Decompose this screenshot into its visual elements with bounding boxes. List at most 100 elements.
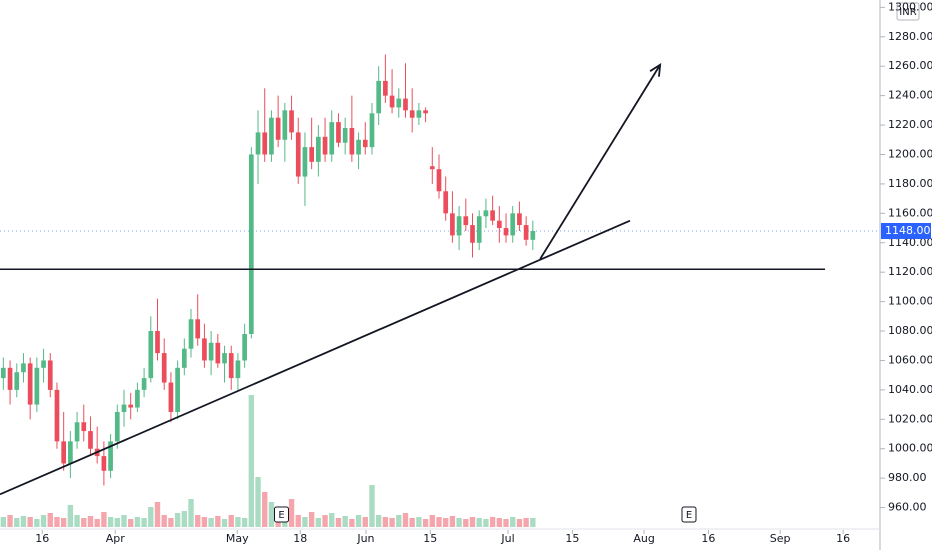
volume-bar <box>496 518 502 527</box>
volume-bar <box>308 512 315 527</box>
volume-bar <box>168 518 174 527</box>
x-tick-label: Aug <box>633 532 654 545</box>
candle-body <box>282 110 288 140</box>
volume-bar <box>463 519 469 527</box>
volume-bar <box>429 515 435 527</box>
trend-line <box>0 219 631 496</box>
volume-bar <box>302 517 308 527</box>
x-tick-label: Sep <box>770 532 791 545</box>
candle-body <box>342 128 348 143</box>
volume-bar <box>161 515 167 527</box>
volume-bar <box>375 515 382 527</box>
volume-bar <box>47 513 53 527</box>
volume-bar <box>389 518 395 527</box>
x-tick-label: 15 <box>565 532 579 545</box>
candle-body <box>476 216 482 243</box>
candle-body <box>248 154 254 334</box>
volume-bar <box>443 518 449 527</box>
candle-body <box>295 132 301 177</box>
volume-bar <box>255 477 261 527</box>
x-tick-label: Jun <box>356 532 374 545</box>
arrow-head <box>649 62 662 77</box>
candle-body <box>517 213 522 226</box>
volume-bar <box>114 518 120 527</box>
candle-body <box>336 122 341 143</box>
volume-bar <box>483 519 489 527</box>
candle-body <box>429 166 435 170</box>
candle-body <box>389 95 395 108</box>
volume-bar <box>516 519 523 527</box>
last-price-label: 1148.00 <box>885 224 931 237</box>
candle-body <box>443 191 449 214</box>
candle-body <box>289 110 294 133</box>
volume-bar <box>510 517 516 527</box>
y-tick-label: 1000.00 <box>888 442 932 455</box>
x-tick-label: 15 <box>423 532 437 545</box>
candle-body <box>181 348 187 368</box>
volume-bar <box>248 395 255 527</box>
candle-body <box>436 169 442 192</box>
candle-body <box>228 353 234 379</box>
candle-body <box>215 342 221 364</box>
candle-body <box>155 331 160 354</box>
candle-body <box>376 80 382 114</box>
volume-bar <box>469 517 476 527</box>
volume-bar <box>7 515 13 527</box>
candle-body <box>7 367 13 390</box>
volume-bar <box>107 517 114 527</box>
candle-body <box>128 404 134 408</box>
candle-body <box>523 225 529 240</box>
volume-bar <box>523 518 529 527</box>
volume-bar <box>27 517 33 527</box>
candle-body <box>208 342 214 361</box>
x-tick-label: 16 <box>701 532 715 545</box>
volume-bar <box>134 517 141 527</box>
y-tick-label: 1200.00 <box>888 147 932 160</box>
arrow-line <box>539 64 661 260</box>
y-tick-label: 980.00 <box>888 471 927 484</box>
y-tick-label: 960.00 <box>888 501 927 514</box>
volume-bar <box>295 515 301 527</box>
candle-body <box>168 382 174 412</box>
candle-body <box>322 136 328 155</box>
candle-body <box>195 319 201 339</box>
candle-body <box>68 441 73 464</box>
event-box <box>681 506 697 523</box>
candle-body <box>161 353 167 383</box>
volume-bar <box>489 517 496 527</box>
volume-bar <box>60 518 67 527</box>
volume-bar <box>288 499 295 527</box>
candle-body <box>88 431 93 449</box>
volume-bar <box>315 518 322 527</box>
y-tick-label: 1120.00 <box>888 265 932 278</box>
event-label: E <box>686 510 692 521</box>
volume-bar <box>20 516 27 527</box>
candle-body <box>188 319 194 349</box>
volume-bar <box>174 513 181 527</box>
candle-body <box>175 367 180 412</box>
y-tick-label: 1100.00 <box>888 295 932 308</box>
candle-body <box>483 210 489 217</box>
volume-bar <box>0 517 7 527</box>
y-tick-label: 1220.00 <box>888 118 932 131</box>
volume-bar <box>241 518 248 527</box>
volume-bar <box>67 505 74 527</box>
volume-bar <box>382 517 389 527</box>
candle-body <box>81 422 87 432</box>
y-tick-label: 1080.00 <box>888 324 932 337</box>
currency-box <box>896 2 920 21</box>
candle-body <box>1 367 6 379</box>
volume-bar <box>54 517 60 527</box>
event-label: E <box>278 510 284 521</box>
candle-body <box>302 147 308 177</box>
volume-bar <box>128 519 134 527</box>
candle-body <box>148 331 154 379</box>
candle-body <box>450 213 455 236</box>
candle-body <box>21 363 26 373</box>
volume-bar <box>503 519 509 527</box>
volume-bar <box>422 519 429 527</box>
y-tick-label: 1040.00 <box>888 383 932 396</box>
volume-bar <box>74 515 80 527</box>
x-tick-label: 16 <box>836 532 850 545</box>
